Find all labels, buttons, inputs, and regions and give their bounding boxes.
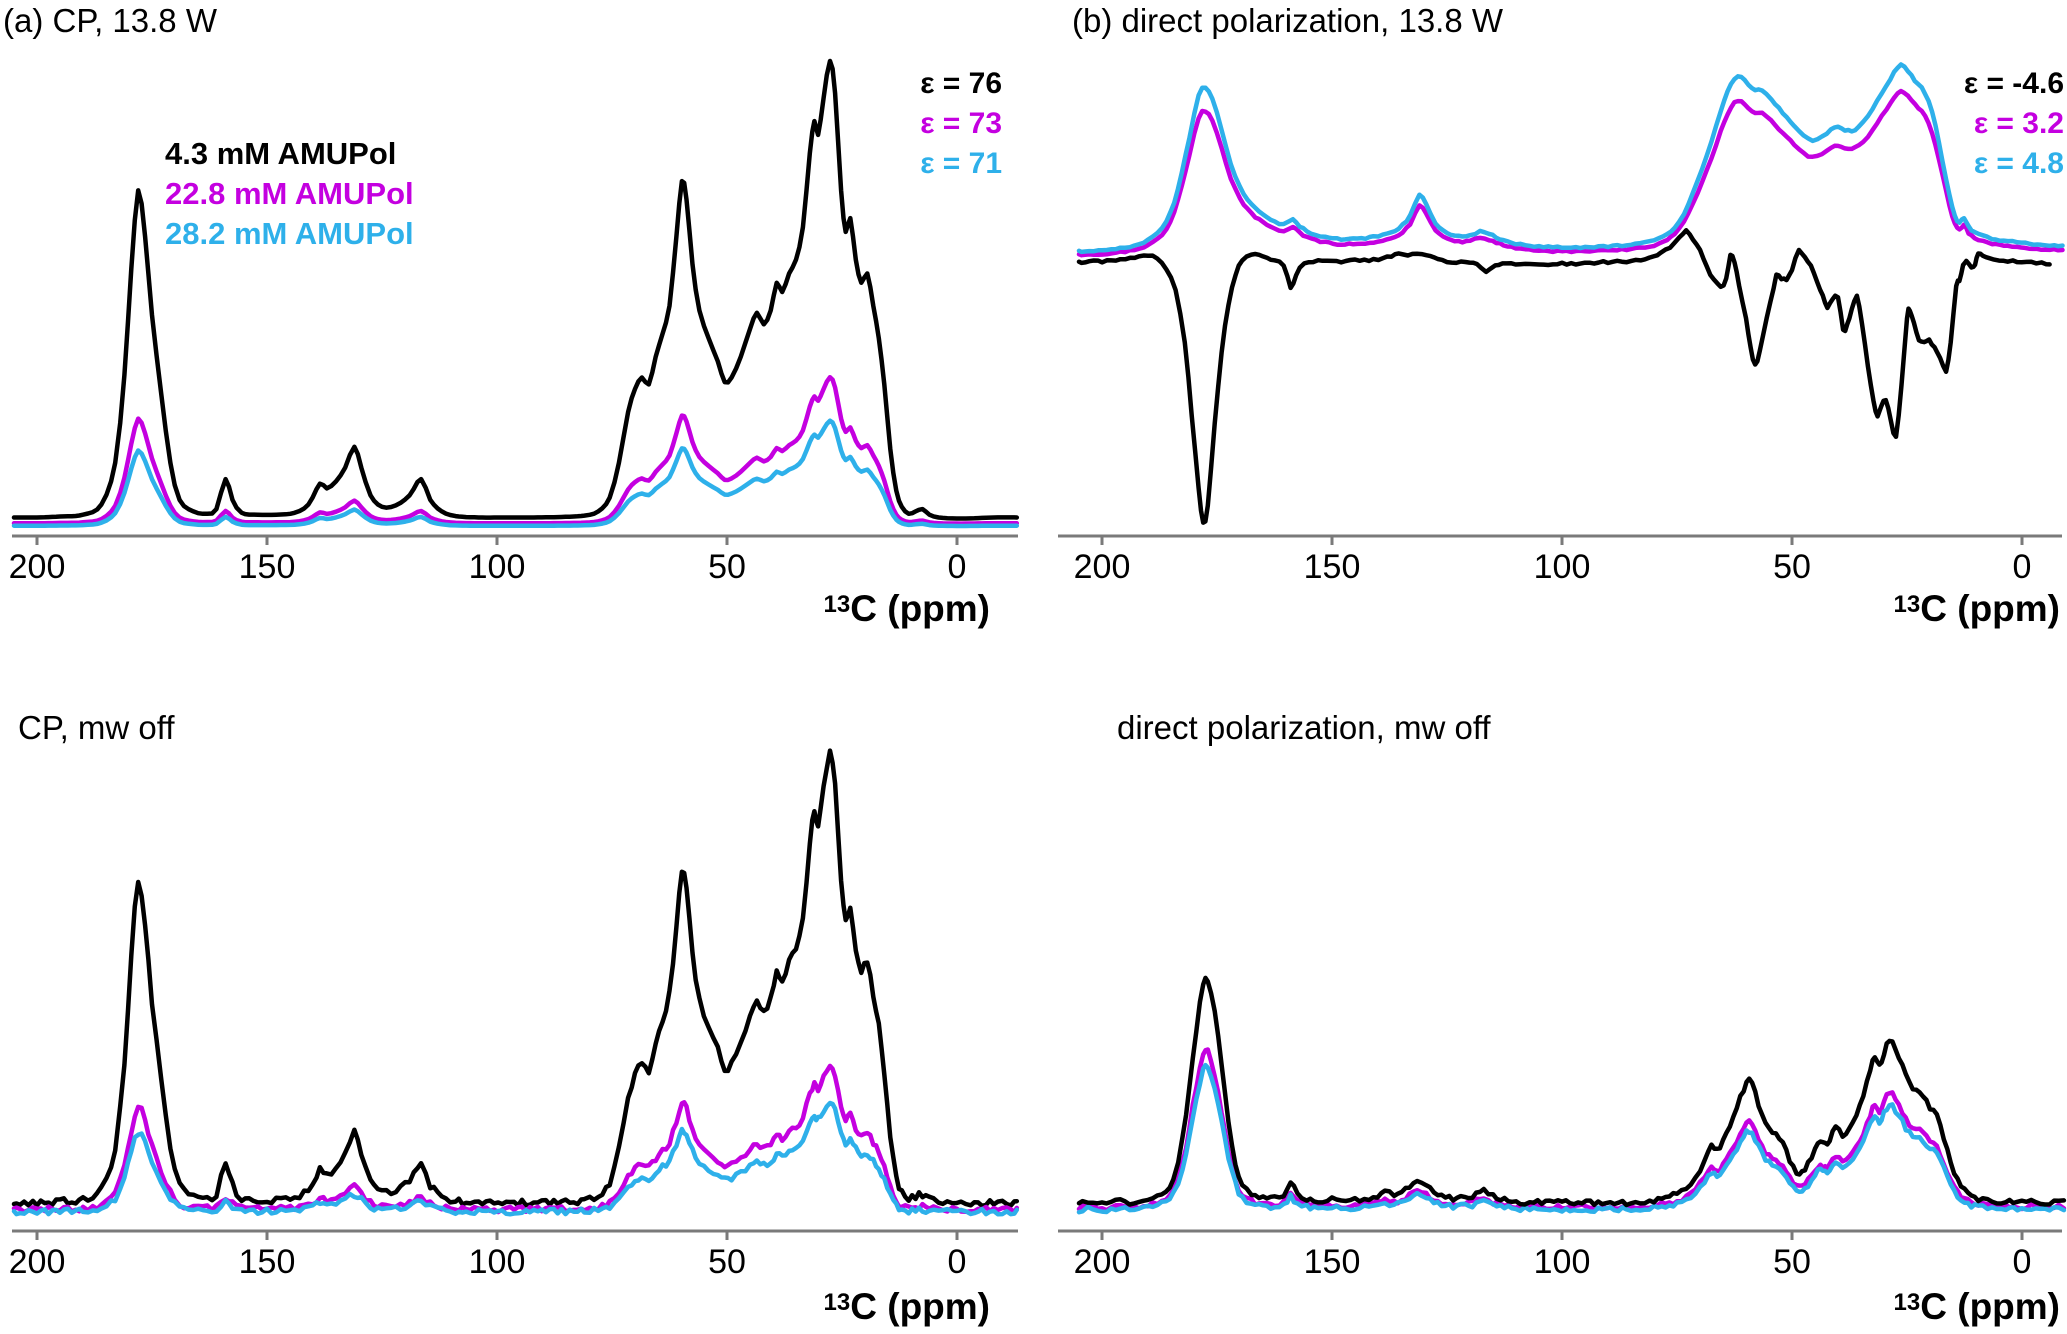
spectrum-trace <box>1076 228 2052 525</box>
x-tick-label: 0 <box>947 1243 967 1281</box>
spectrum-trace <box>1076 975 2067 1208</box>
legend-item-4-3mM: 4.3 mM AMUPol <box>165 136 397 171</box>
x-axis-label-text: C (ppm) <box>850 1286 990 1327</box>
panel-b-title: (b) direct polarization, 13.8 W <box>1072 2 1504 39</box>
x-tick-label: 100 <box>468 1243 526 1281</box>
epsilon-value: ε = 71 <box>920 147 1002 180</box>
x-tick-label: 100 <box>1533 548 1591 586</box>
spectrum-trace <box>11 1100 1020 1217</box>
x-tick-label: 200 <box>1073 1243 1131 1281</box>
x-tick-label: 0 <box>947 548 967 586</box>
spectrum-trace <box>11 58 1020 521</box>
spectrum-trace <box>1076 1062 2067 1215</box>
epsilon-value: ε = 3.2 <box>1973 107 2064 140</box>
x-tick-label: 0 <box>2012 548 2032 586</box>
isotope-superscript: 13 <box>1893 591 1921 618</box>
isotope-superscript: 13 <box>823 591 851 618</box>
x-axis-label-text: C (ppm) <box>850 588 990 629</box>
enhancement-labels-panel-a: ε = 76 ε = 73 ε = 71 <box>920 64 1002 184</box>
x-tick-label: 100 <box>1533 1243 1591 1281</box>
panel-a-title: (a) CP, 13.8 W <box>3 2 217 39</box>
x-tick-label: 0 <box>2012 1243 2032 1281</box>
spectrum-trace <box>1076 62 2065 255</box>
spectrum-trace <box>11 748 1020 1209</box>
epsilon-value: ε = -4.6 <box>1963 67 2064 100</box>
enhancement-labels-panel-b: ε = -4.6 ε = 3.2 ε = 4.8 <box>1964 64 2064 184</box>
x-tick-label: 50 <box>1773 548 1811 586</box>
x-tick-label: 150 <box>238 548 296 586</box>
spectrum-trace <box>1076 1047 2067 1213</box>
isotope-superscript: 13 <box>823 1289 851 1316</box>
x-tick-label: 50 <box>1773 1243 1811 1281</box>
x-tick-label: 150 <box>1303 1243 1361 1281</box>
epsilon-value: ε = 73 <box>920 107 1002 140</box>
spectrum-trace <box>11 1063 1020 1215</box>
x-axis-label-panel-c: 13C (ppm) <box>824 1286 990 1328</box>
spectrum-trace <box>11 374 1020 526</box>
legend-item-22-8mM: 22.8 mM AMUPol <box>165 176 414 211</box>
panel-d-title: direct polarization, mw off <box>1117 709 1491 746</box>
spectrum-trace <box>11 418 1020 529</box>
panel-c-title: CP, mw off <box>18 709 175 746</box>
x-tick-label: 200 <box>1073 548 1131 586</box>
legend-item-28-2mM: 28.2 mM AMUPol <box>165 216 414 251</box>
epsilon-value: ε = 76 <box>920 67 1002 100</box>
x-axis-label-text: C (ppm) <box>1920 1286 2060 1327</box>
x-tick-label: 150 <box>1303 548 1361 586</box>
x-axis-label-text: C (ppm) <box>1920 588 2060 629</box>
x-tick-label: 50 <box>708 548 746 586</box>
x-tick-label: 200 <box>8 1243 66 1281</box>
legend: 4.3 mM AMUPol 22.8 mM AMUPol 28.2 mM AMU… <box>165 134 414 254</box>
x-tick-label: 100 <box>468 548 526 586</box>
isotope-superscript: 13 <box>1893 1289 1921 1316</box>
x-axis-label-panel-a: 13C (ppm) <box>824 588 990 630</box>
x-tick-label: 200 <box>8 548 66 586</box>
epsilon-value: ε = 4.8 <box>1973 147 2064 180</box>
x-tick-label: 50 <box>708 1243 746 1281</box>
x-tick-label: 150 <box>238 1243 296 1281</box>
x-axis-label-panel-d: 13C (ppm) <box>1894 1286 2060 1328</box>
spectrum-trace <box>1076 88 2065 258</box>
x-axis-label-panel-b: 13C (ppm) <box>1894 588 2060 630</box>
